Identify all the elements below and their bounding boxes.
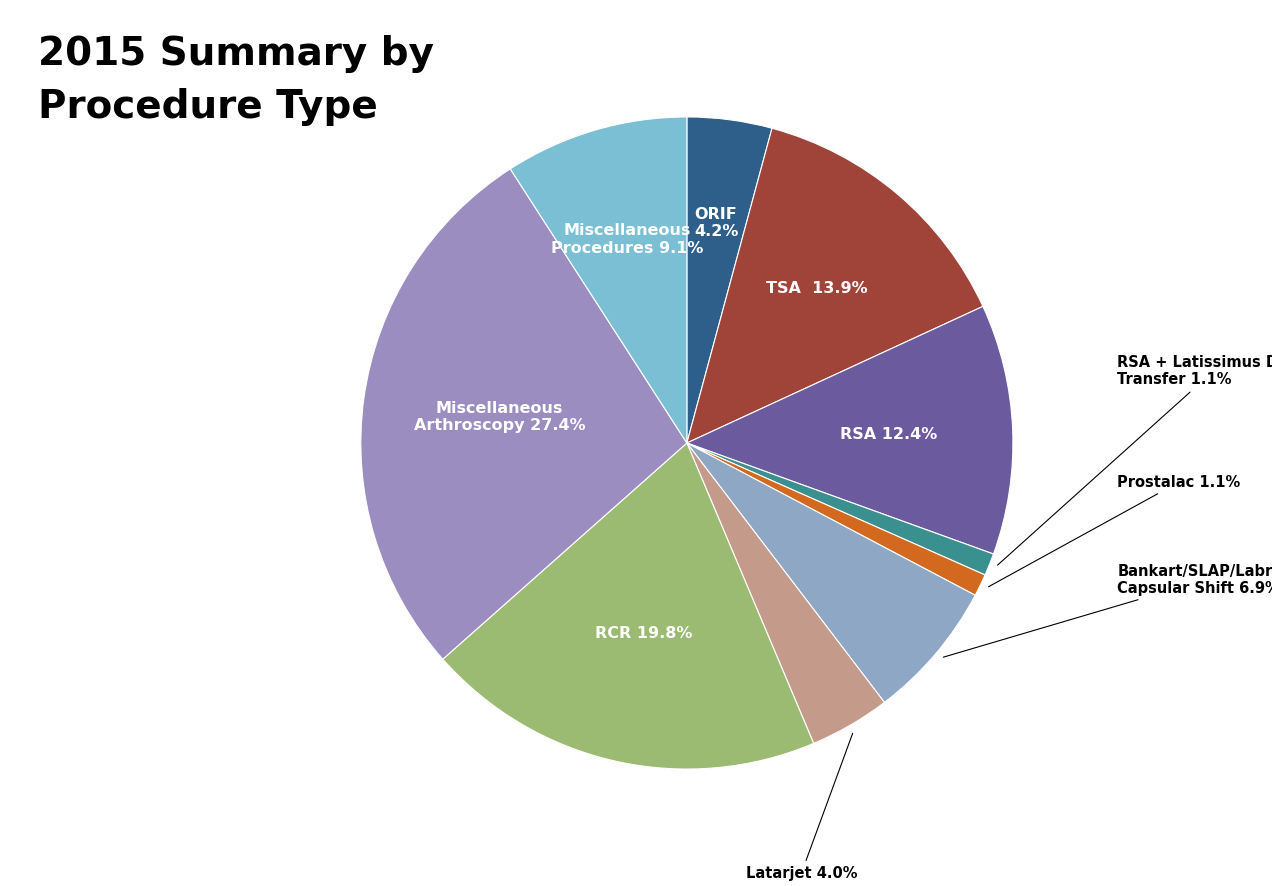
Wedge shape	[510, 117, 687, 443]
Wedge shape	[687, 443, 985, 595]
Text: TSA  13.9%: TSA 13.9%	[767, 281, 868, 296]
Wedge shape	[687, 128, 983, 443]
Wedge shape	[687, 443, 884, 743]
Wedge shape	[687, 443, 976, 703]
Wedge shape	[687, 117, 772, 443]
Wedge shape	[687, 307, 1013, 554]
Text: RSA + Latissimus Dorsi
Transfer 1.1%: RSA + Latissimus Dorsi Transfer 1.1%	[997, 355, 1272, 565]
Text: Latarjet 4.0%: Latarjet 4.0%	[745, 734, 857, 881]
Text: Bankart/SLAP/Labral/
Capsular Shift 6.9%: Bankart/SLAP/Labral/ Capsular Shift 6.9%	[944, 563, 1272, 657]
Text: Prostalac 1.1%: Prostalac 1.1%	[988, 475, 1240, 587]
Wedge shape	[443, 443, 814, 769]
Text: Miscellaneous
Procedures 9.1%: Miscellaneous Procedures 9.1%	[551, 223, 703, 256]
Wedge shape	[361, 169, 687, 659]
Text: RCR 19.8%: RCR 19.8%	[595, 626, 692, 641]
Text: RSA 12.4%: RSA 12.4%	[841, 427, 937, 442]
Text: ORIF
4.2%: ORIF 4.2%	[695, 207, 738, 239]
Text: Miscellaneous
Arthroscopy 27.4%: Miscellaneous Arthroscopy 27.4%	[413, 401, 585, 433]
Text: 2015 Summary by
Procedure Type: 2015 Summary by Procedure Type	[38, 35, 434, 127]
Wedge shape	[687, 443, 993, 575]
